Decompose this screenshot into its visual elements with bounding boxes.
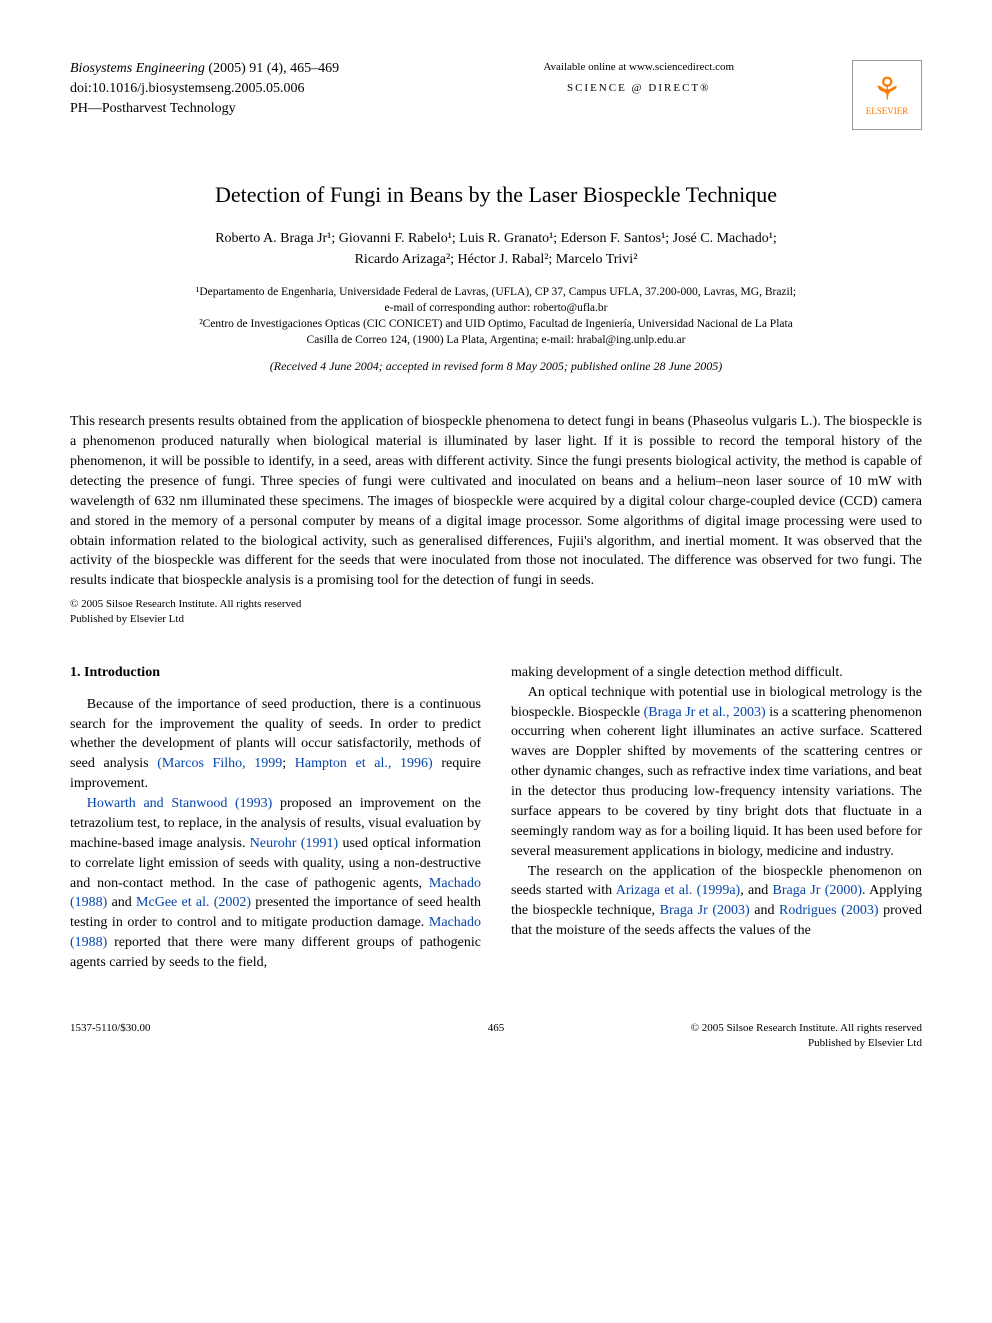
body-columns: 1. Introduction Because of the importanc… xyxy=(70,663,922,973)
received-dates: (Received 4 June 2004; accepted in revis… xyxy=(70,358,922,374)
sciencedirect-logo: SCIENCE @ DIRECT® xyxy=(425,81,852,96)
right-paragraph-3: The research on the application of the b… xyxy=(511,862,922,942)
citation-neurohr[interactable]: Neurohr (1991) xyxy=(250,836,338,851)
available-online-text: Available online at www.sciencedirect.co… xyxy=(425,60,852,75)
elsevier-tree-icon: ⚘ xyxy=(873,73,902,105)
abstract: This research presents results obtained … xyxy=(70,412,922,591)
citation-mcgee[interactable]: McGee et al. (2002) xyxy=(136,895,251,910)
citation-braga-2000[interactable]: Braga Jr (2000) xyxy=(773,883,863,898)
affiliation-1: ¹Departamento de Engenharia, Universidad… xyxy=(70,284,922,300)
sciencedirect-branding: Available online at www.sciencedirect.co… xyxy=(425,60,852,96)
section-heading-introduction: 1. Introduction xyxy=(70,663,481,683)
citation-hampton[interactable]: Hampton et al., 1996) xyxy=(295,756,433,771)
intro-paragraph-2: Howarth and Stanwood (1993) proposed an … xyxy=(70,794,481,973)
author-list: Roberto A. Braga Jr¹; Giovanni F. Rabelo… xyxy=(70,228,922,270)
intro-paragraph-1: Because of the importance of seed produc… xyxy=(70,695,481,794)
journal-name: Biosystems Engineering xyxy=(70,61,205,76)
copyright-line-1: © 2005 Silsoe Research Institute. All ri… xyxy=(70,598,301,610)
right-column: making development of a single detection… xyxy=(511,663,922,973)
citation-rodrigues[interactable]: Rodrigues (2003) xyxy=(779,903,878,918)
right-paragraph-2: An optical technique with potential use … xyxy=(511,683,922,862)
footer-copyright: © 2005 Silsoe Research Institute. All ri… xyxy=(504,1021,922,1051)
affiliation-1-email: e-mail of corresponding author: roberto@… xyxy=(70,300,922,316)
citation-marcos[interactable]: (Marcos Filho, 1999 xyxy=(157,756,282,771)
elsevier-name: ELSEVIER xyxy=(866,105,909,117)
citation-howarth[interactable]: Howarth and Stanwood (1993) xyxy=(87,796,273,811)
journal-pages: 465–469 xyxy=(290,61,339,76)
publisher-logo-container: ⚘ ELSEVIER xyxy=(852,60,922,130)
affiliations: ¹Departamento de Engenharia, Universidad… xyxy=(70,284,922,348)
citation-braga-2003[interactable]: (Braga Jr et al., 2003) xyxy=(644,705,766,720)
citation-braga-2003b[interactable]: Braga Jr (2003) xyxy=(660,903,750,918)
article-title: Detection of Fungi in Beans by the Laser… xyxy=(70,180,922,210)
abstract-copyright: © 2005 Silsoe Research Institute. All ri… xyxy=(70,597,922,627)
page-footer: 1537-5110/$30.00 465 © 2005 Silsoe Resea… xyxy=(70,1013,922,1051)
footer-page-number: 465 xyxy=(488,1021,505,1051)
doi: doi:10.1016/j.biosystemseng.2005.05.006 xyxy=(70,80,425,99)
affiliation-2: ²Centro de Investigaciones Opticas (CIC … xyxy=(70,316,922,332)
page-header: Biosystems Engineering (2005) 91 (4), 46… xyxy=(70,60,922,130)
journal-info: Biosystems Engineering (2005) 91 (4), 46… xyxy=(70,60,425,120)
journal-year: (2005) xyxy=(208,61,245,76)
copyright-line-2: Published by Elsevier Ltd xyxy=(70,613,184,625)
journal-volume: 91 (4), xyxy=(249,61,286,76)
authors-line-2: Ricardo Arizaga²; Héctor J. Rabal²; Marc… xyxy=(355,252,638,267)
footer-issn: 1537-5110/$30.00 xyxy=(70,1021,488,1051)
citation-arizaga[interactable]: Arizaga et al. (1999a) xyxy=(616,883,741,898)
section-name: PH—Postharvest Technology xyxy=(70,100,425,119)
affiliation-2-address: Casilla de Correo 124, (1900) La Plata, … xyxy=(70,332,922,348)
elsevier-logo: ⚘ ELSEVIER xyxy=(852,60,922,130)
right-paragraph-1: making development of a single detection… xyxy=(511,663,922,683)
left-column: 1. Introduction Because of the importanc… xyxy=(70,663,481,973)
authors-line-1: Roberto A. Braga Jr¹; Giovanni F. Rabelo… xyxy=(215,231,777,246)
